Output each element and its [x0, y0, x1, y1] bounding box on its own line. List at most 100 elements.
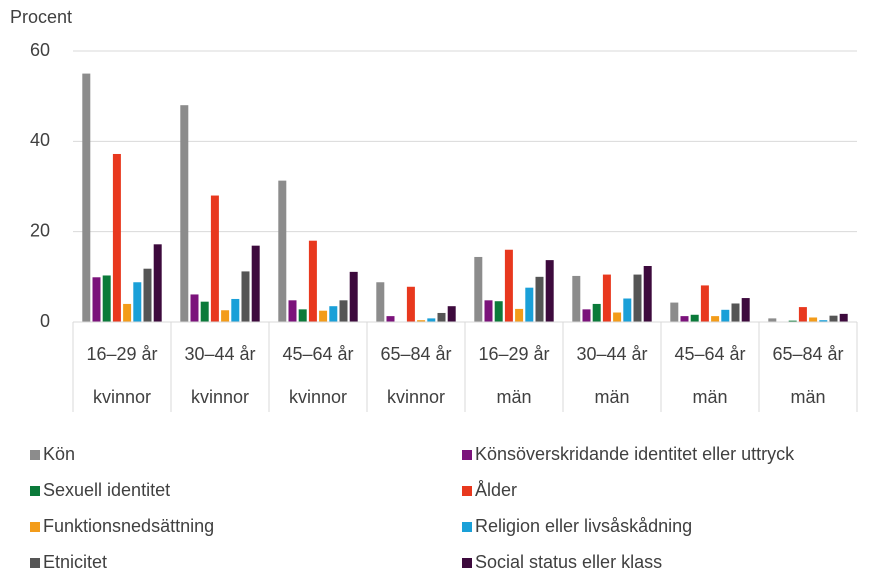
y-tick-label: 60 — [30, 40, 50, 60]
bar — [92, 277, 101, 322]
bar — [123, 303, 132, 322]
y-tick-label: 20 — [30, 220, 50, 240]
x-group-label: kvinnor — [93, 387, 151, 407]
bar — [680, 316, 689, 322]
bar — [582, 309, 591, 322]
bar — [643, 265, 652, 322]
bar — [633, 274, 642, 322]
bar — [447, 306, 456, 322]
y-tick-label: 0 — [40, 311, 50, 331]
x-tick-label: 16–29 år — [478, 344, 549, 364]
bar — [623, 298, 632, 322]
bar — [241, 271, 250, 322]
bar — [406, 286, 415, 322]
legend-label: Ålder — [475, 480, 517, 500]
bar — [839, 313, 848, 322]
bar — [819, 320, 828, 322]
legend-swatch — [30, 522, 40, 532]
bar — [190, 294, 199, 322]
bar — [143, 268, 152, 322]
bar — [133, 282, 142, 322]
bar — [319, 310, 328, 322]
bar — [484, 300, 493, 322]
legend-swatch — [462, 522, 472, 532]
bar — [494, 301, 503, 322]
x-group-label: kvinnor — [387, 387, 445, 407]
bar — [102, 275, 111, 322]
legend-label: Sexuell identitet — [43, 480, 170, 500]
bar — [417, 320, 426, 322]
x-tick-label: 30–44 år — [184, 344, 255, 364]
bar — [308, 240, 317, 322]
legend-swatch — [462, 558, 472, 568]
bar — [329, 306, 338, 322]
legend-swatch — [462, 486, 472, 496]
legend-swatch — [30, 450, 40, 460]
bar — [525, 287, 534, 322]
x-tick-label: 65–84 år — [772, 344, 843, 364]
x-tick-label: 65–84 år — [380, 344, 451, 364]
x-group-label: kvinnor — [289, 387, 347, 407]
legend-label: Social status eller klass — [475, 552, 662, 571]
x-tick-label: 16–29 år — [86, 344, 157, 364]
x-group-label: män — [594, 387, 629, 407]
legend-label: Könsöverskridande identitet eller uttryc… — [475, 444, 795, 464]
bar — [82, 73, 91, 322]
bar — [231, 298, 240, 322]
bar — [288, 300, 297, 322]
bar — [112, 153, 121, 322]
bar — [515, 308, 524, 322]
bar — [741, 298, 750, 322]
x-group-label: män — [692, 387, 727, 407]
bar — [829, 315, 838, 322]
bar — [690, 314, 699, 322]
bar — [278, 180, 287, 322]
bar — [298, 309, 307, 322]
bar — [731, 303, 740, 322]
bar — [535, 276, 544, 322]
bar — [200, 301, 209, 322]
bar — [339, 300, 348, 322]
bar — [711, 316, 720, 322]
legend-label: Religion eller livsåskådning — [475, 516, 692, 536]
bar — [798, 307, 807, 322]
bar — [474, 256, 483, 322]
x-tick-label: 45–64 år — [674, 344, 745, 364]
y-tick-label: 40 — [30, 130, 50, 150]
bar — [376, 282, 385, 322]
bar — [153, 244, 162, 322]
legend-label: Etnicitet — [43, 552, 107, 571]
legend-swatch — [30, 558, 40, 568]
bar — [221, 310, 230, 322]
bar — [427, 318, 436, 322]
legend-label: Kön — [43, 444, 75, 464]
x-group-label: kvinnor — [191, 387, 249, 407]
bar — [592, 303, 601, 322]
x-group-label: män — [496, 387, 531, 407]
x-group-label: män — [790, 387, 825, 407]
bar — [210, 195, 219, 322]
bar — [721, 309, 730, 322]
bar — [788, 320, 797, 322]
legend-swatch — [30, 486, 40, 496]
bar — [180, 105, 189, 322]
bar — [700, 285, 709, 322]
x-tick-label: 30–44 år — [576, 344, 647, 364]
legend-label: Funktionsnedsättning — [43, 516, 214, 536]
bar — [386, 316, 395, 322]
bar — [602, 274, 611, 322]
bar — [251, 245, 260, 322]
y-axis-label: Procent — [10, 7, 72, 27]
bar — [809, 317, 818, 322]
bar — [613, 312, 622, 322]
bar — [572, 275, 581, 322]
bar — [504, 249, 513, 322]
bar — [545, 260, 554, 322]
bar — [670, 302, 679, 322]
bar — [349, 271, 358, 322]
legend-swatch — [462, 450, 472, 460]
bar — [768, 318, 777, 322]
bar — [437, 312, 446, 322]
x-tick-label: 45–64 år — [282, 344, 353, 364]
